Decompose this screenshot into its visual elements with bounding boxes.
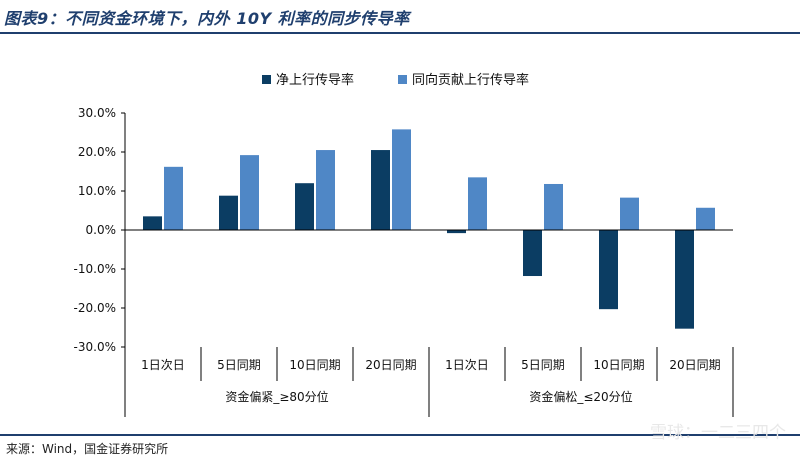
bar <box>219 195 238 230</box>
y-tick-label: -20.0% <box>74 301 116 315</box>
y-tick-label: 20.0% <box>78 145 116 159</box>
x-tick-label: 1日次日 <box>445 358 489 372</box>
title-divider <box>0 32 800 34</box>
bar <box>620 197 639 230</box>
bar <box>544 183 563 230</box>
watermark: 雪球：一二三四个 <box>650 423 786 443</box>
y-tick-label: -30.0% <box>74 340 116 354</box>
y-axis: 30.0% 20.0% 10.0% 0.0% -10.0% -20.0% -30.0% <box>74 106 126 354</box>
bar <box>447 230 466 234</box>
bar <box>675 230 694 329</box>
bar <box>295 183 314 230</box>
bar-chart: 净上行传导率 同向贡献上行传导率 30.0% 20.0% 10.0% 0.0% -10.0… <box>74 72 734 417</box>
bar <box>696 207 715 230</box>
y-tick-label: 0.0% <box>86 223 117 237</box>
page-title: 图表9：不同资金环境下，内外 10Y 利率的同步传导率 <box>4 9 410 28</box>
chart-legend: 净上行传导率 同向贡献上行传导率 <box>262 72 529 88</box>
legend-label: 同向贡献上行传导率 <box>412 72 529 88</box>
x-tick-label: 10日同期 <box>593 358 644 372</box>
bar <box>240 155 259 230</box>
y-tick-label: -10.0% <box>74 262 116 276</box>
x-tick-label: 20日同期 <box>365 358 416 372</box>
x-tick-label: 10日同期 <box>289 358 340 372</box>
legend-swatch <box>262 75 271 84</box>
title-bar: 图表9：不同资金环境下，内外 10Y 利率的同步传导率 <box>0 0 800 34</box>
footer-divider <box>0 434 800 436</box>
bar <box>392 129 411 230</box>
bar <box>371 150 390 230</box>
x-tick-label: 20日同期 <box>669 358 720 372</box>
y-tick-label: 30.0% <box>78 106 116 120</box>
group-label: 资金偏松_≤20分位 <box>529 389 632 404</box>
bar <box>143 216 162 230</box>
x-tick-label: 5日同期 <box>217 358 261 372</box>
source-note: 来源：Wind，国金证券研究所 <box>6 442 169 456</box>
x-tick-label: 5日同期 <box>521 358 565 372</box>
bar <box>599 230 618 310</box>
bar <box>523 230 542 277</box>
bar <box>316 150 335 230</box>
group-label: 资金偏紧_≥80分位 <box>225 389 328 404</box>
bar-series <box>143 129 715 329</box>
x-axis: 1日次日 5日同期 10日同期 20日同期 1日次日 5日同期 10日同期 20日同期资金偏紧… <box>124 229 734 417</box>
y-tick-label: 10.0% <box>78 184 116 198</box>
bar <box>468 177 487 230</box>
legend-label: 净上行传导率 <box>276 72 354 88</box>
legend-swatch <box>398 75 407 84</box>
x-tick-label: 1日次日 <box>141 358 185 372</box>
bar <box>164 166 183 230</box>
